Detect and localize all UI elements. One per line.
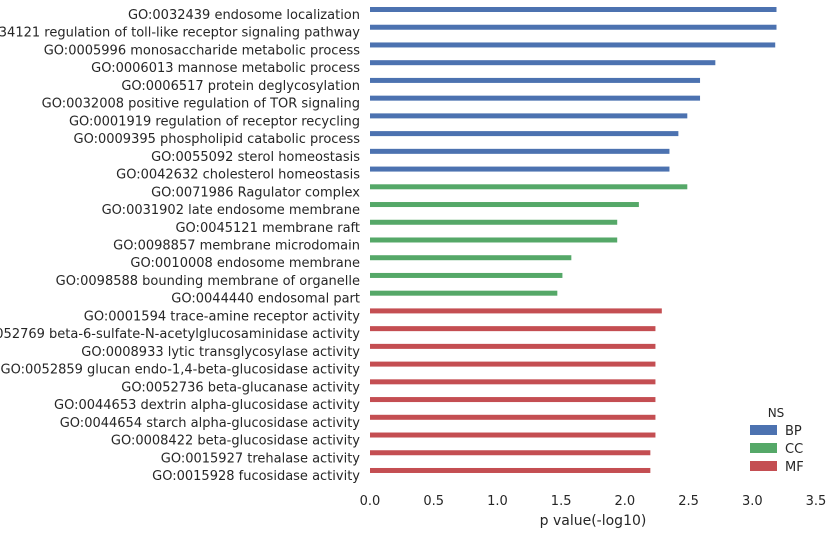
category-label: GO:0032439 endosome localization xyxy=(128,8,360,23)
bar-mf xyxy=(370,450,651,456)
x-axis-title: p value(-log10) xyxy=(540,513,647,529)
x-tick-label: 1.0 xyxy=(487,494,508,509)
category-label: GO:0055092 sterol homeostasis xyxy=(151,150,360,165)
category-label: GO:0044654 starch alpha-glucosidase acti… xyxy=(60,416,361,431)
bar-bp xyxy=(370,7,777,12)
x-tick-label: 3.0 xyxy=(742,494,763,509)
legend: NS BP CC MF xyxy=(750,406,804,475)
bar-cc xyxy=(370,272,563,278)
category-label: GO:0052769 beta-6-sulfate-N-acetylglucos… xyxy=(0,327,360,342)
bar-cc xyxy=(370,237,618,243)
bar-mf xyxy=(370,308,662,314)
category-label: GO:0045121 membrane raft xyxy=(175,221,360,236)
bar-bp xyxy=(370,131,679,137)
legend-swatch-bp xyxy=(750,425,777,435)
bar-bp xyxy=(370,95,701,101)
category-label: GO:0006517 protein deglycosylation xyxy=(121,79,360,94)
bar-mf xyxy=(370,432,656,438)
bar-mf xyxy=(370,343,656,349)
category-label: GO:0001919 regulation of receptor recycl… xyxy=(69,114,360,129)
bar-cc xyxy=(370,255,572,261)
x-tick-label: 3.5 xyxy=(806,494,827,509)
x-tick-label: 2.0 xyxy=(615,494,636,509)
category-label: GO:0015927 trehalase activity xyxy=(161,451,361,466)
category-label: GO:0006013 mannose metabolic process xyxy=(91,61,360,76)
category-label: GO:0015928 fucosidase activity xyxy=(152,469,360,484)
bar-cc xyxy=(370,290,558,296)
bar-bp xyxy=(370,42,776,48)
category-label: GO:0005996 monosaccharide metabolic proc… xyxy=(44,43,360,58)
bar-bp xyxy=(370,113,688,119)
bar-cc xyxy=(370,202,639,208)
legend-title: NS xyxy=(768,406,785,420)
category-label: GO:0044653 dextrin alpha-glucosidase act… xyxy=(54,398,360,413)
bar-mf xyxy=(370,467,651,473)
bar-bp xyxy=(370,77,701,83)
bar-mf xyxy=(370,326,656,332)
category-label: GO:0001594 trace-amine receptor activity xyxy=(84,309,361,324)
bar-bp xyxy=(370,60,716,66)
x-tick-label: 1.5 xyxy=(551,494,572,509)
category-label: GO:0098857 membrane microdomain xyxy=(113,238,360,253)
bar-mf xyxy=(370,397,656,403)
bar-bp xyxy=(370,24,777,30)
category-label: GO:0031902 late endosome membrane xyxy=(102,203,360,218)
category-label: GO:0010008 endosome membrane xyxy=(130,256,360,271)
bar-mf xyxy=(370,414,656,420)
legend-label-cc: CC xyxy=(785,442,803,457)
x-tick-label: 2.5 xyxy=(678,494,699,509)
bar-bp xyxy=(370,148,670,154)
category-label: GO:0098588 bounding membrane of organell… xyxy=(56,274,360,289)
x-tick-label: 0.5 xyxy=(423,494,444,509)
category-label: GO:0034121 regulation of toll-like recep… xyxy=(0,26,360,41)
legend-label-mf: MF xyxy=(785,460,804,475)
x-axis-ticks: 0.0 0.5 1.0 1.5 2.0 2.5 3.0 3.5 xyxy=(360,494,827,509)
category-labels: GO:0032439 endosome localization GO:00341… xyxy=(0,8,360,484)
category-label: GO:0052859 glucan endo-1,4-beta-glucosid… xyxy=(1,363,361,378)
category-label: GO:0009395 phospholipid catabolic proces… xyxy=(74,132,361,147)
bar-bp xyxy=(370,166,670,172)
bar-mf xyxy=(370,379,656,385)
bar-mf xyxy=(370,361,656,367)
bars-layer xyxy=(370,7,777,473)
category-label: GO:0008422 beta-glucosidase activity xyxy=(111,434,360,449)
legend-swatch-mf xyxy=(750,461,777,471)
bar-cc xyxy=(370,219,618,225)
x-tick-label: 0.0 xyxy=(360,494,381,509)
category-label: GO:0052736 beta-glucanase activity xyxy=(121,380,360,395)
legend-swatch-cc xyxy=(750,443,777,453)
category-label: GO:0032008 positive regulation of TOR si… xyxy=(42,97,360,112)
category-label: GO:0044440 endosomal part xyxy=(171,292,360,307)
category-label: GO:0042632 cholesterol homeostasis xyxy=(116,168,360,183)
category-label: GO:0008933 lytic transglycosylase activi… xyxy=(81,345,360,360)
legend-label-bp: BP xyxy=(785,424,802,439)
bar-cc xyxy=(370,184,688,190)
category-label: GO:0071986 Ragulator complex xyxy=(151,185,360,200)
